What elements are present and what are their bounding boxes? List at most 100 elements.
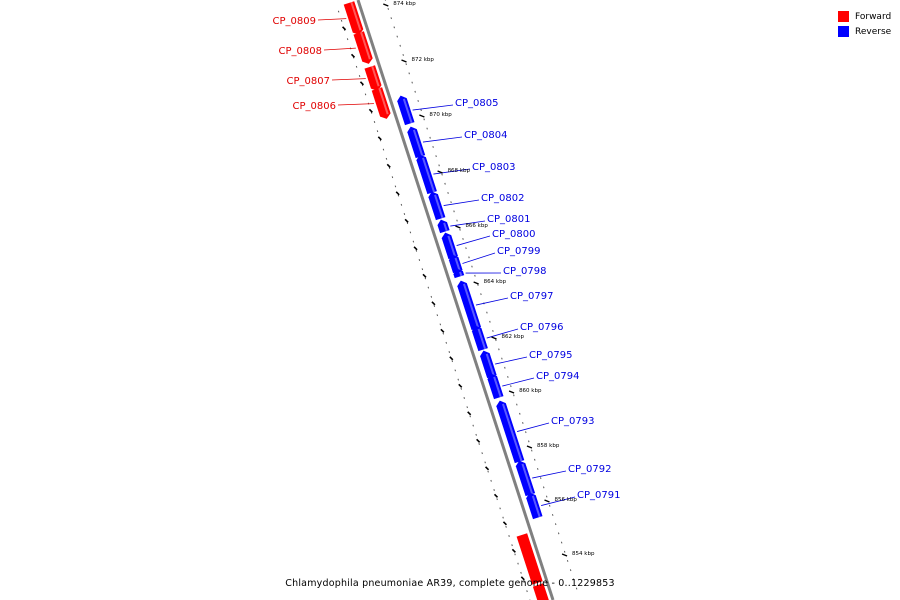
gene-shade <box>402 98 413 124</box>
legend-reverse-label: Reverse <box>855 26 892 37</box>
kbp-tick <box>419 114 425 118</box>
label-leader <box>495 356 528 365</box>
track-dot <box>421 268 424 271</box>
track-tick <box>520 576 525 581</box>
label-leader <box>443 199 480 206</box>
gene-label: CP_0791 <box>577 490 620 501</box>
kbp-tick <box>491 336 497 340</box>
label-leader <box>433 168 471 175</box>
track-dot <box>462 238 464 240</box>
track-dot <box>429 136 431 139</box>
gene-label: CP_0798 <box>503 266 546 277</box>
track-tick <box>386 163 391 168</box>
track-dot <box>514 553 516 556</box>
track-dot <box>457 378 459 381</box>
track-tick <box>476 438 481 443</box>
track-dot <box>498 348 500 351</box>
track-dot <box>575 587 578 590</box>
gene-shade <box>434 194 444 219</box>
track-dot <box>340 19 343 22</box>
gene-shade <box>463 283 480 329</box>
track-dot <box>441 173 443 176</box>
kbp-label: 856 kbp <box>555 497 578 503</box>
track-dot <box>542 486 545 489</box>
track-dot <box>399 44 401 47</box>
track-dot <box>394 185 397 188</box>
track-dot <box>439 323 442 326</box>
gene-shade <box>371 65 380 87</box>
track-dot <box>501 357 503 360</box>
legend-reverse: Reverse <box>838 24 891 39</box>
gene-feature <box>453 268 465 279</box>
track-tick <box>458 383 463 388</box>
track-dot <box>402 54 404 56</box>
gene-feature <box>371 87 391 119</box>
track-dot <box>474 274 476 277</box>
gene-feature <box>516 533 543 585</box>
label-leader <box>422 136 463 143</box>
gene-shade <box>454 257 461 272</box>
gene-shade <box>485 353 495 377</box>
gene-shade <box>521 463 534 495</box>
gene-shade <box>493 376 502 398</box>
track-tick <box>395 191 400 196</box>
track-dot <box>406 222 409 225</box>
track-dot <box>433 305 436 307</box>
kbp-label: 874 kbp <box>393 1 416 7</box>
track-dot <box>396 35 398 38</box>
kbp-label: 858 kbp <box>537 443 560 449</box>
track-dot <box>525 431 527 434</box>
track-dot <box>403 213 406 215</box>
gene-feature <box>526 492 543 520</box>
track-dot <box>466 406 468 409</box>
gene-feature <box>515 460 536 497</box>
track-dot <box>554 523 557 526</box>
track-dot <box>566 560 569 562</box>
label-leader <box>337 103 374 106</box>
track-dot <box>385 157 388 160</box>
gene-feature <box>416 154 437 195</box>
track-dot <box>522 422 524 424</box>
track-dot <box>548 504 551 507</box>
kbp-tick <box>383 3 389 7</box>
track-dot <box>468 256 470 259</box>
gene-label: CP_0802 <box>481 193 524 204</box>
kbp-tick <box>561 553 568 557</box>
position-ticks: 874 kbp 872 kbp 870 kbp 868 kbp 866 kbp 864 k… <box>383 1 595 557</box>
track-dot <box>516 403 518 406</box>
label-leader <box>516 422 550 432</box>
gene-shade <box>378 87 389 115</box>
track-tick <box>404 218 409 223</box>
track-dot <box>451 360 453 363</box>
track-dot <box>447 192 449 194</box>
gene-feature <box>471 325 488 352</box>
gene-shade <box>443 222 448 232</box>
track-dot <box>373 121 376 123</box>
gene-feature <box>407 126 426 159</box>
track-dot <box>412 240 415 243</box>
label-leader <box>532 470 567 479</box>
track-dot <box>423 118 425 121</box>
track-dot <box>450 201 452 204</box>
track-tick <box>377 136 382 141</box>
track-dot <box>469 415 471 418</box>
track-dot <box>540 477 542 480</box>
track-dot <box>489 320 491 323</box>
gene-shade <box>459 271 463 277</box>
track-dot <box>453 210 455 213</box>
track-dot <box>496 498 498 501</box>
track-dot <box>520 571 522 574</box>
track-dot <box>519 412 521 415</box>
kbp-tick <box>508 390 515 394</box>
track-dot <box>411 81 413 84</box>
track-dot <box>376 130 379 133</box>
gene-label: CP_0801 <box>487 214 530 225</box>
kbp-label: 854 kbp <box>572 551 595 557</box>
outer-tick-track <box>384 0 578 590</box>
track-dot <box>563 550 566 553</box>
track-dot <box>504 366 506 369</box>
gene-label: CP_0792 <box>568 464 611 475</box>
track-dot <box>432 146 434 148</box>
inner-tick-track <box>337 10 531 600</box>
label-leader <box>317 18 347 21</box>
